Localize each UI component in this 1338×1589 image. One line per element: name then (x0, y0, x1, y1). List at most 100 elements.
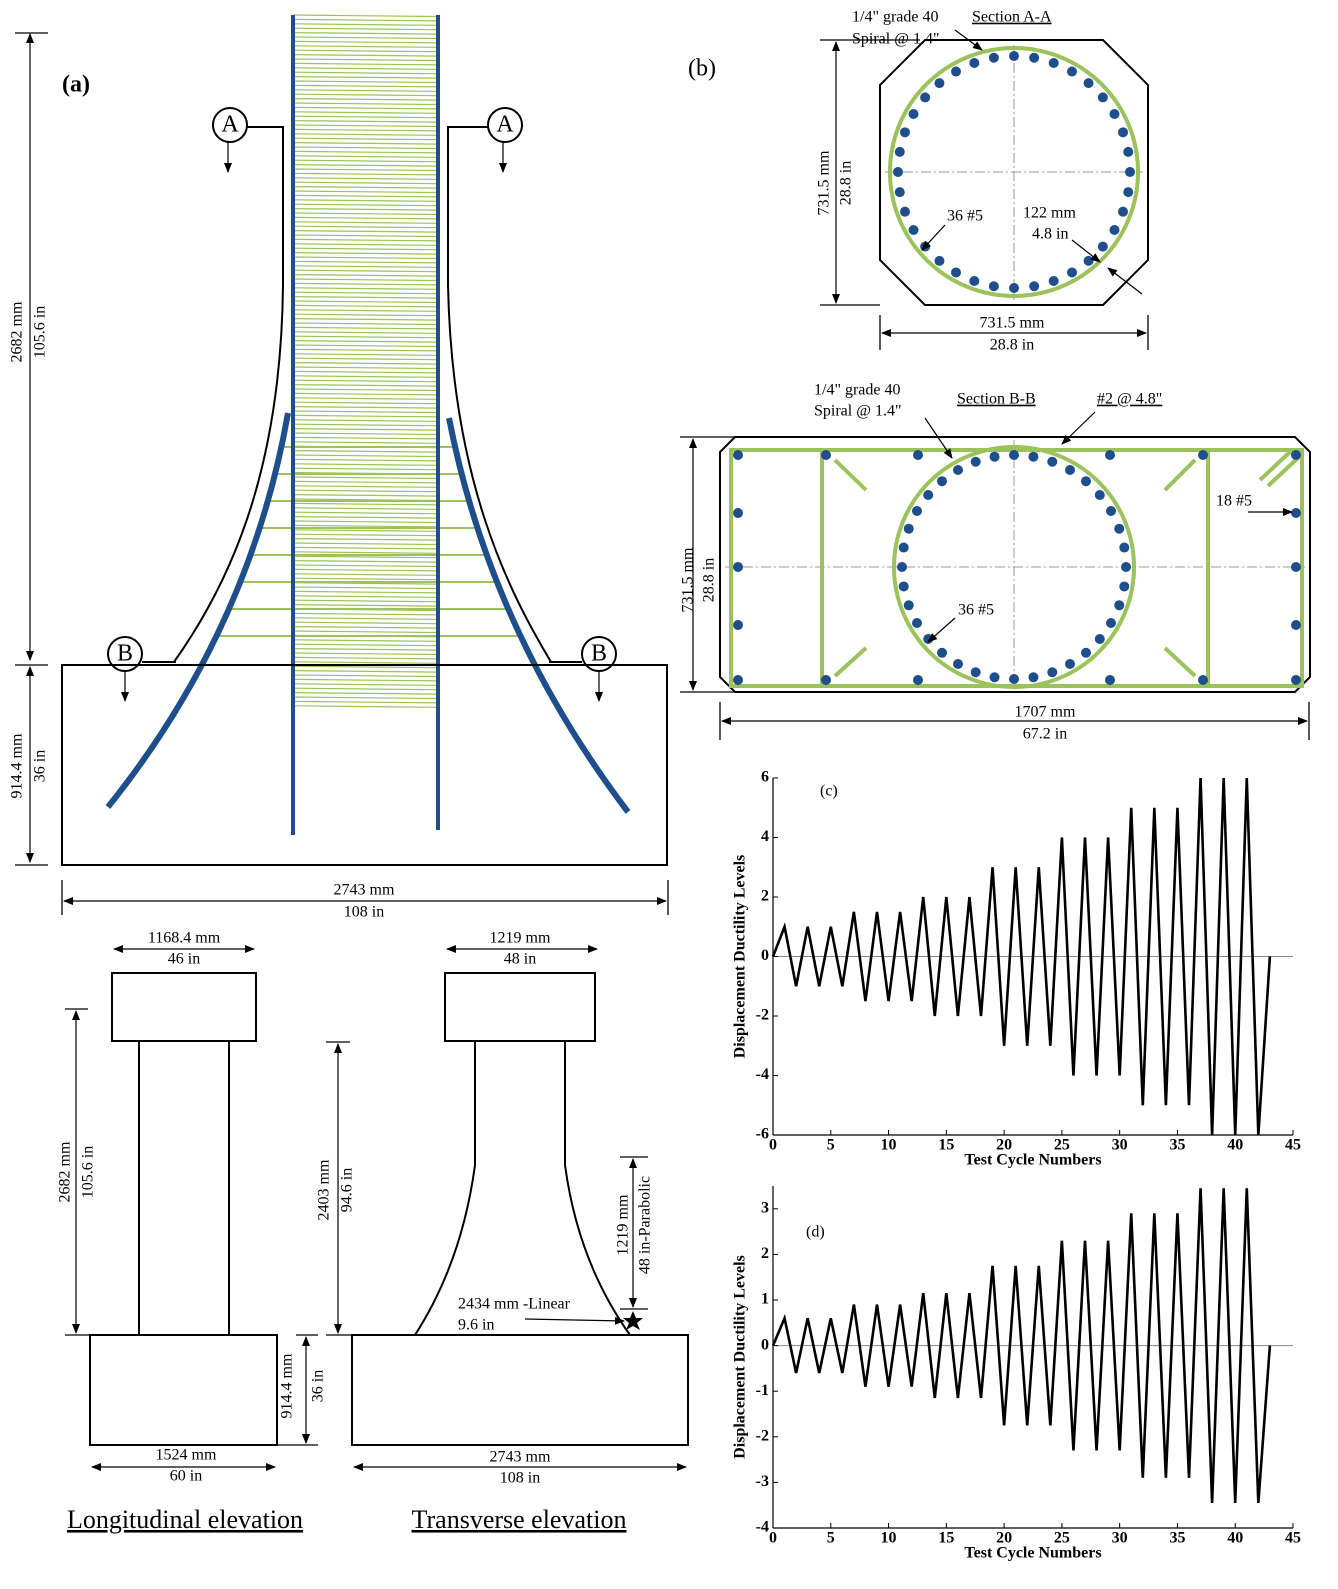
chart-title: (c) (820, 783, 838, 800)
spiral-turn (293, 618, 437, 620)
y-tick-label: 3 (761, 1199, 769, 1216)
bar (1029, 281, 1039, 291)
bar (934, 78, 944, 88)
spiral-turn (293, 675, 437, 677)
y-tick-label: -4 (756, 1519, 769, 1536)
section-label: A (496, 112, 514, 138)
cap-beam (112, 973, 256, 1041)
bar (909, 225, 919, 235)
spiral-turn (293, 81, 437, 83)
x-tick-label: 35 (1169, 1530, 1185, 1547)
dimension-text: 48 in (504, 951, 536, 968)
dimension-text: 2682 mm (9, 301, 26, 362)
bar (1028, 672, 1038, 682)
bar (1106, 506, 1116, 516)
spiral-turn (293, 459, 437, 461)
spiral-turn (293, 684, 437, 686)
annotation: 122 mm (1023, 205, 1076, 222)
y-tick-label: -6 (756, 1126, 769, 1143)
spiral-turn (293, 600, 437, 602)
dimension-text: 1707 mm (1015, 704, 1076, 721)
y-tick-label: -4 (756, 1066, 769, 1083)
bar (920, 92, 930, 102)
figure: A A B B (a) 2682 mm 105.6 in 914.4 mm 36… (0, 0, 1338, 1589)
spiral-turn (293, 429, 437, 431)
dimension-text: 105.6 in (80, 1146, 97, 1198)
spiral-turn (293, 103, 437, 105)
annotation: 1/4" grade 40 (852, 9, 939, 26)
spiral-turn (293, 125, 437, 127)
spiral-turn (293, 178, 437, 180)
bar (897, 562, 907, 572)
dimension-text: 28.8 in (838, 161, 855, 205)
charts: -6-4-20246051015202530354045(c)Test Cycl… (732, 769, 1301, 1562)
spiral-turn (293, 543, 437, 545)
spiral-turn (293, 226, 437, 228)
x-tick-label: 45 (1285, 1530, 1301, 1547)
y-axis-label: Displacement Ductility Levels (732, 1255, 749, 1459)
panel-a: A A B B (a) 2682 mm 105.6 in 914.4 mm 36… (9, 15, 668, 921)
section-label: A (221, 112, 239, 138)
panel-b: (b) 1/4" grade 40 Spiral @ 1.4" Section … (680, 9, 1310, 743)
bar (1084, 256, 1094, 266)
bar (893, 167, 903, 177)
spiral-turn (293, 605, 437, 607)
dimension-text: 731.5 mm (816, 150, 833, 215)
spiral-turn (293, 222, 437, 224)
bar (1291, 450, 1301, 460)
spiral-turn (293, 204, 437, 206)
spiral-turn (293, 424, 437, 426)
spiral-turn (293, 415, 437, 417)
spiral-turn (293, 552, 437, 554)
spiral-turn (293, 631, 437, 633)
spiral-turn (293, 129, 437, 131)
spiral-turn (293, 68, 437, 70)
bar (912, 618, 922, 628)
spiral-turn (293, 77, 437, 79)
bar (1009, 674, 1019, 684)
spiral-turn (293, 63, 437, 65)
dimension-text: 2403 mm (316, 1159, 333, 1220)
bar (1028, 452, 1038, 462)
spiral-turn (293, 644, 437, 646)
bar (990, 452, 1000, 462)
footing (352, 1335, 688, 1445)
spiral-turn (293, 371, 437, 373)
spiral-turn (293, 301, 437, 303)
spiral-turn (293, 649, 437, 651)
bar (1029, 53, 1039, 63)
bar (1047, 457, 1057, 467)
spiral-turn (293, 200, 437, 202)
spiral-turn (293, 565, 437, 567)
spiral-turn (293, 574, 437, 576)
spiral-turn (293, 195, 437, 197)
bar (1119, 543, 1129, 553)
spiral-turn (293, 310, 437, 312)
spiral-turn (293, 33, 437, 35)
bar (969, 58, 979, 68)
spiral-turn (293, 191, 437, 193)
bar (937, 648, 947, 658)
dimension-text: 67.2 in (1023, 726, 1067, 743)
column (139, 1041, 229, 1335)
annotation: 1/4" grade 40 (814, 382, 901, 399)
y-tick-label: -3 (756, 1473, 769, 1490)
bar (1098, 242, 1108, 252)
bar (733, 450, 743, 460)
y-tick-label: -2 (756, 1427, 769, 1444)
y-tick-label: 1 (761, 1291, 769, 1308)
dimension-text: 36 in (32, 750, 49, 782)
spiral-turn (293, 94, 437, 96)
bar (1105, 675, 1115, 685)
leader (1062, 412, 1095, 444)
dimension-text: 731.5 mm (980, 315, 1045, 332)
spiral-turn (293, 490, 437, 492)
spiral-turn (293, 613, 437, 615)
bar (1065, 659, 1075, 669)
spiral-turn (293, 657, 437, 659)
dimension-text: 48 in-Parabolic (637, 1176, 654, 1274)
bar (1291, 675, 1301, 685)
spiral-turn (293, 138, 437, 140)
bar (1049, 58, 1059, 68)
spiral-turn (293, 393, 437, 395)
